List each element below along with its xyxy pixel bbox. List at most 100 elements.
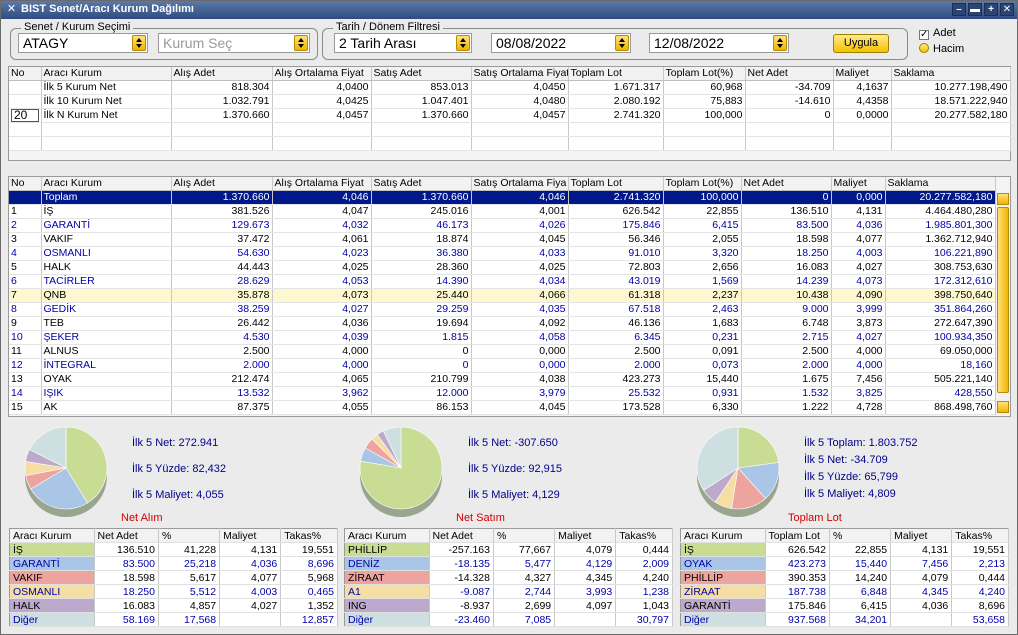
- broker-col-header[interactable]: Alış Adet: [171, 177, 273, 191]
- broker-row[interactable]: 6 TACİRLER 28.629 4,053 14.390 4,034 43.019 1,5…: [9, 274, 996, 289]
- kurum-dropdown-icon[interactable]: [294, 35, 308, 51]
- minimize-button[interactable]: –: [952, 3, 966, 16]
- close-icon[interactable]: ✕: [6, 3, 17, 15]
- date-to-calendar-icon[interactable]: [773, 35, 787, 51]
- scroll-up-icon[interactable]: [997, 193, 1009, 205]
- summary-col-header[interactable]: Aracı Kurum: [41, 67, 172, 81]
- panel-col-header[interactable]: Takas%: [615, 528, 673, 543]
- panel-col-header[interactable]: Maliyet: [890, 528, 953, 543]
- panel-col-header[interactable]: %: [158, 528, 221, 543]
- broker-col-header[interactable]: Saklama: [885, 177, 996, 191]
- broker-col-header[interactable]: Toplam Lot: [568, 177, 664, 191]
- broker-col-header[interactable]: Maliyet: [831, 177, 886, 191]
- broker-col-header[interactable]: Net Adet: [741, 177, 832, 191]
- panel-col-header[interactable]: Maliyet: [219, 528, 282, 543]
- panel-row[interactable]: VAKIF 18.598 5,617 4,077 5,968: [9, 570, 338, 585]
- restore-button[interactable]: ▬: [968, 3, 982, 16]
- panel-row[interactable]: Diğer -23.460 7,085 30,797: [344, 612, 673, 627]
- panel-row[interactable]: PHİLLİP 390.353 14,240 4,079 0,444: [680, 570, 1009, 585]
- broker-row[interactable]: 14 IŞIK 13.532 3,962 12.000 3,979 25.532 0,931 1…: [9, 386, 996, 401]
- panel-col-header[interactable]: Net Adet: [94, 528, 159, 543]
- panel-col-header[interactable]: Aracı Kurum: [344, 528, 430, 543]
- broker-col-header[interactable]: Satış Adet: [371, 177, 472, 191]
- panel-row[interactable]: GARANTİ 175.846 6,415 4,036 8,696: [680, 598, 1009, 613]
- summary-col-header[interactable]: Toplam Lot(%): [663, 67, 746, 81]
- broker-row[interactable]: 4 OSMANLI 54.630 4,023 36.380 4,033 91.010 3,32…: [9, 246, 996, 261]
- panel-row[interactable]: GARANTİ 83.500 25,218 4,036 8,696: [9, 556, 338, 571]
- window-close-button[interactable]: ✕: [1000, 3, 1014, 16]
- broker-row[interactable]: 1 İŞ 381.526 4,047 245.016 4,001 626.542 22,855…: [9, 204, 996, 219]
- broker-col-header[interactable]: Toplam Lot(%): [663, 177, 742, 191]
- panel-row[interactable]: HALK 16.083 4,857 4,027 1,352: [9, 598, 338, 613]
- summary-col-header[interactable]: Net Adet: [745, 67, 834, 81]
- scroll-thumb[interactable]: [997, 207, 1009, 393]
- panel-col-header[interactable]: %: [829, 528, 892, 543]
- kurum-count-input[interactable]: 20: [11, 108, 39, 121]
- panel-row[interactable]: ING -8.937 2,699 4,097 1,043: [344, 598, 673, 613]
- panel-row[interactable]: PHİLLİP -257.163 77,667 4,079 0,444: [344, 542, 673, 557]
- panel-row[interactable]: İŞ 136.510 41,228 4,131 19,551: [9, 542, 338, 557]
- symbol-select[interactable]: ATAGY: [18, 33, 148, 53]
- panel-row[interactable]: İŞ 626.542 22,855 4,131 19,551: [680, 542, 1009, 557]
- panel-row[interactable]: OSMANLI 18.250 5,512 4,003 0,465: [9, 584, 338, 599]
- broker-row[interactable]: 5 HALK 44.443 4,025 28.360 4,025 72.803 2,656 16…: [9, 260, 996, 275]
- broker-col-header[interactable]: No: [9, 177, 42, 191]
- date-from-calendar-icon[interactable]: [615, 35, 629, 51]
- panel-row[interactable]: DENİZ -18.135 5,477 4,129 2,009: [344, 556, 673, 571]
- panel-col-header[interactable]: Takas%: [951, 528, 1009, 543]
- panel-row[interactable]: ZİRAAT 187.738 6,848 4,345 4,240: [680, 584, 1009, 599]
- panel-col-header[interactable]: Toplam Lot: [765, 528, 830, 543]
- vertical-scrollbar[interactable]: [995, 191, 1009, 415]
- maximize-button[interactable]: +: [984, 3, 998, 16]
- total-row[interactable]: Toplam 1.370.660 4,046 1.370.660 4,046 2.741.…: [9, 190, 996, 205]
- panel-col-header[interactable]: Maliyet: [554, 528, 617, 543]
- panel-row[interactable]: Diğer 937.568 34,201 53,658: [680, 612, 1009, 627]
- broker-row[interactable]: 11 ALNUS 2.500 4,000 0 0,000 2.500 0,091 2.500 4,…: [9, 344, 996, 359]
- broker-row[interactable]: 9 TEB 26.442 4,036 19.694 4,092 46.136 1,683 6.7…: [9, 316, 996, 331]
- period-select[interactable]: 2 Tarih Arası: [334, 33, 472, 53]
- broker-col-header[interactable]: Aracı Kurum: [41, 177, 172, 191]
- option-adet[interactable]: ✓ Adet: [919, 27, 956, 40]
- scroll-down-icon[interactable]: [997, 401, 1009, 413]
- panel-col-header[interactable]: Takas%: [280, 528, 338, 543]
- panel-col-header[interactable]: Aracı Kurum: [680, 528, 766, 543]
- summary-col-header[interactable]: Alış Adet: [171, 67, 273, 81]
- broker-row[interactable]: 15 AK 87.375 4,055 86.153 4,045 173.528 6,330 1.…: [9, 400, 996, 415]
- broker-row[interactable]: 13 OYAK 212.474 4,065 210.799 4,038 423.273 15,…: [9, 372, 996, 387]
- hacim-radio[interactable]: [919, 43, 929, 53]
- broker-row[interactable]: 12 İNTEGRAL 2.000 4,000 0 0,000 2.000 0,073 2.00…: [9, 358, 996, 373]
- broker-row[interactable]: 8 GEDİK 38.259 4,027 29.259 4,035 67.518 2,463 9…: [9, 302, 996, 317]
- panel-row[interactable]: Diğer 58.169 17,568 12,857: [9, 612, 338, 627]
- summary-row[interactable]: İlk 10 Kurum Net 1.032.791 4,0425 1.047.401…: [9, 94, 1011, 109]
- broker-row[interactable]: 2 GARANTİ 129.673 4,032 46.173 4,026 175.846 6,…: [9, 218, 996, 233]
- broker-row[interactable]: 3 VAKIF 37.472 4,061 18.874 4,045 56.346 2,055 1…: [9, 232, 996, 247]
- adet-checkbox[interactable]: ✓: [919, 29, 929, 40]
- panel-row[interactable]: OYAK 423.273 15,440 7,456 2,213: [680, 556, 1009, 571]
- panel-col-header[interactable]: %: [493, 528, 556, 543]
- summary-col-header[interactable]: Toplam Lot: [568, 67, 664, 81]
- broker-row[interactable]: 10 ŞEKER 4.530 4,039 1.815 4,058 6.345 0,231 2.7…: [9, 330, 996, 345]
- panel-row[interactable]: ZİRAAT -14.328 4,327 4,345 4,240: [344, 570, 673, 585]
- option-hacim[interactable]: Hacim: [919, 43, 964, 55]
- broker-row[interactable]: 7 QNB 35.878 4,073 25.440 4,066 61.318 2,237 10.…: [9, 288, 996, 303]
- summary-row[interactable]: İlk 5 Kurum Net 818.304 4,0400 853.013 4,045…: [9, 80, 1011, 95]
- panel-col-header[interactable]: Net Adet: [429, 528, 494, 543]
- period-dropdown-icon[interactable]: [456, 35, 470, 51]
- summary-col-header[interactable]: Alış Ortalama Fiyat: [272, 67, 372, 81]
- summary-col-header[interactable]: Saklama: [891, 67, 1011, 81]
- broker-col-header[interactable]: Satış Ortalama Fiya: [471, 177, 569, 191]
- panel-row[interactable]: A1 -9.087 2,744 3,993 1,238: [344, 584, 673, 599]
- summary-row[interactable]: 20 İlk N Kurum Net 1.370.660 4,0457 1.370.66…: [9, 108, 1011, 123]
- symbol-dropdown-icon[interactable]: [132, 35, 146, 51]
- summary-col-header[interactable]: Satış Adet: [371, 67, 472, 81]
- kurum-select[interactable]: Kurum Seç: [158, 33, 310, 53]
- broker-col-header[interactable]: Alış Ortalama Fiyat: [272, 177, 372, 191]
- panel-col-header[interactable]: Aracı Kurum: [9, 528, 95, 543]
- summary-col-header[interactable]: No: [9, 67, 42, 81]
- date-to-field[interactable]: 12/08/2022: [649, 33, 789, 53]
- summary-col-header[interactable]: Maliyet: [833, 67, 892, 81]
- broker-cell: 1: [9, 204, 42, 219]
- summary-col-header[interactable]: Satış Ortalama Fiyat: [471, 67, 569, 81]
- date-from-field[interactable]: 08/08/2022: [491, 33, 631, 53]
- apply-button[interactable]: Uygula: [833, 34, 889, 53]
